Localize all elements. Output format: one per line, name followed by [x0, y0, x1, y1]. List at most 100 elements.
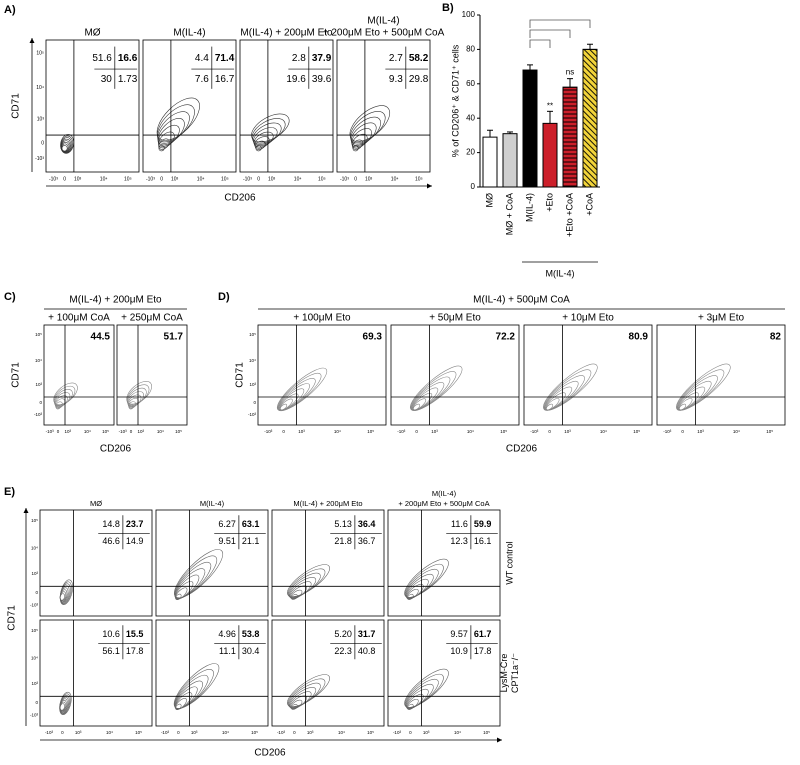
x-tick-label: 10⁵	[318, 176, 326, 182]
y-tick-label: 0	[35, 590, 38, 595]
x-tick-label: 10⁴	[106, 730, 113, 735]
contour	[60, 134, 74, 154]
x-tick-label: 10⁴	[100, 176, 108, 182]
plot-title: M(IL-4) + 200μM Eto	[240, 28, 333, 39]
x-tick-label: -10³	[393, 730, 402, 735]
axis-label: CD206	[100, 444, 132, 455]
contour	[287, 564, 330, 597]
x-tick-label: -10³	[277, 730, 286, 735]
y-tick-label: 40	[466, 113, 475, 122]
y-tick-label: 60	[466, 79, 475, 88]
quadrant-value: 29.8	[409, 74, 429, 85]
x-tick-label: -10³	[243, 176, 252, 182]
quadrant-value: 80.9	[629, 332, 649, 343]
quadrant-value: 9.3	[389, 74, 403, 85]
y-tick-label: 10⁵	[35, 332, 42, 337]
x-tick-label: 0	[257, 176, 260, 182]
plot-frame	[656, 324, 786, 426]
y-tick-label: 0	[471, 182, 476, 191]
quadrant-value: 56.1	[102, 646, 120, 656]
contour	[156, 97, 200, 141]
quadrant-value: 51.7	[164, 332, 184, 343]
x-tick-label: 0	[63, 176, 66, 182]
y-tick-label: 80	[466, 45, 475, 54]
y-tick-label: 10³	[249, 382, 256, 387]
contour	[404, 668, 449, 708]
x-tick-label: -10³	[663, 429, 672, 434]
significance-bracket	[529, 19, 591, 28]
y-tick-label: 20	[466, 148, 475, 157]
plot-frame	[271, 509, 385, 617]
plot-frame	[155, 619, 269, 727]
x-tick-label: 0	[130, 429, 133, 434]
y-tick-label: 10³	[37, 117, 45, 123]
quadrant-value: 10.9	[450, 646, 468, 656]
plot-frame	[271, 619, 385, 727]
y-tick-label: 10⁴	[35, 358, 42, 363]
axis-label: CD71	[11, 93, 22, 119]
quadrant-value: 72.2	[496, 332, 516, 343]
quadrant-value: 30	[101, 74, 113, 85]
contour	[251, 113, 290, 143]
bar	[522, 69, 538, 188]
quadrant-value: 82	[770, 332, 782, 343]
x-tick-label: 10⁵	[367, 730, 374, 735]
y-tick-label: 0	[39, 400, 42, 405]
axis-label: CD206	[224, 193, 256, 204]
y-tick-label: 10⁵	[249, 332, 256, 337]
quadrant-value: 14.9	[126, 536, 144, 546]
contour	[287, 674, 330, 707]
plot-frame	[155, 509, 269, 617]
x-tick-label: 0	[354, 176, 357, 182]
y-tick-label: -10³	[35, 156, 44, 162]
x-tick-label: 10⁵	[766, 429, 773, 434]
bar-hatch	[582, 48, 598, 188]
x-tick-label: 10³	[74, 176, 82, 182]
quadrant-value: 17.8	[474, 646, 492, 656]
panel-label: B)	[442, 2, 454, 14]
contour	[277, 372, 322, 411]
x-tick-label: 10⁵	[175, 429, 182, 434]
contour	[253, 131, 274, 148]
quadrant-value: 5.13	[334, 519, 352, 529]
plot-frame	[39, 619, 153, 727]
quadrant-value: 16.1	[474, 536, 492, 546]
x-tick-label: 10⁵	[633, 429, 640, 434]
quadrant-value: 51.6	[92, 53, 112, 64]
plot-frame	[43, 324, 115, 426]
quadrant-value: 16.6	[118, 53, 138, 64]
x-tick-label: 10⁴	[467, 429, 474, 434]
y-tick-label: 10⁴	[31, 545, 38, 550]
plot-title: + 200μM Eto + 500μM CoA	[323, 28, 445, 39]
x-tick-label: 0	[57, 429, 60, 434]
x-tick-label: 10⁴	[84, 429, 91, 434]
panel-label: C)	[4, 291, 16, 303]
contour	[543, 363, 598, 411]
x-tick-label: 10⁵	[135, 730, 142, 735]
x-tick-label: -10³	[161, 730, 170, 735]
x-tick-label: 10⁴	[338, 730, 345, 735]
annotation: ns	[566, 68, 574, 77]
x-tick-label: 10³	[365, 176, 373, 182]
x-tick-label: 10⁵	[251, 730, 258, 735]
plot-frame	[387, 509, 501, 617]
quadrant-value: 23.7	[126, 519, 144, 529]
x-tick-label: 10³	[138, 429, 145, 434]
bar	[502, 133, 518, 188]
x-tick-label: MØ	[484, 193, 494, 208]
x-tick-label: -10³	[264, 429, 273, 434]
x-tick-label: 10³	[171, 176, 179, 182]
quadrant-value: 15.5	[126, 629, 144, 639]
quadrant-value: 4.4	[195, 53, 209, 64]
x-tick-label: 10⁵	[415, 176, 423, 182]
x-tick-label: 0	[548, 429, 551, 434]
significance-bracket	[529, 39, 551, 48]
axis-label: CD71	[7, 605, 18, 631]
x-tick-label: 10⁵	[500, 429, 507, 434]
quadrant-value: 39.6	[312, 74, 332, 85]
x-tick-label: 10³	[697, 429, 704, 434]
quadrant-value: 11.6	[451, 519, 468, 529]
contour	[251, 118, 286, 144]
x-tick-label: 10³	[298, 429, 305, 434]
y-tick-label: -10³	[34, 412, 43, 417]
